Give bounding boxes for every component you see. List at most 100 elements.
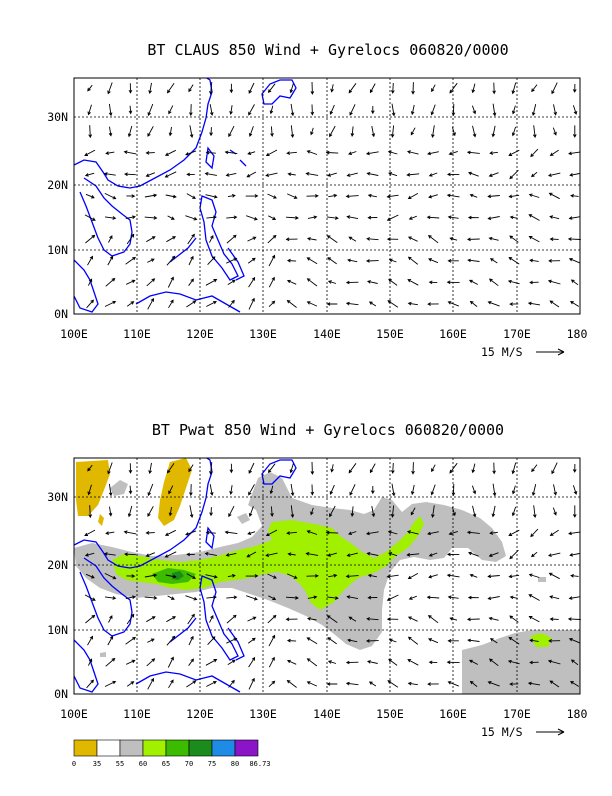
wind-vector-arrow	[87, 278, 93, 286]
wind-vector-arrow	[104, 680, 117, 687]
wind-vector-arrow	[568, 531, 581, 536]
wind-vector-arrow	[326, 596, 339, 600]
wind-vector-arrow	[226, 234, 237, 244]
wind-vector-arrow	[125, 215, 136, 219]
wind-vector-arrow	[125, 279, 136, 285]
wind-vector-arrow	[245, 194, 259, 198]
wind-vector-arrow	[87, 84, 93, 92]
wind-vector-arrow	[167, 595, 175, 600]
wind-vector-arrow	[165, 574, 177, 579]
wind-vector-arrow	[511, 105, 516, 115]
wind-vector-arrow	[492, 462, 496, 475]
wind-vector-arrow	[326, 615, 338, 623]
wind-vector-arrow	[108, 235, 113, 243]
wind-vector-arrow	[126, 194, 136, 198]
wind-vector-arrow	[507, 659, 520, 665]
wind-vector-arrow	[128, 83, 133, 94]
wind-vector-arrow	[387, 150, 398, 155]
wind-vector-arrow	[204, 171, 217, 176]
wind-vector-arrow	[451, 103, 456, 117]
wind-vector-arrow	[549, 595, 560, 600]
wind-vector-arrow	[531, 483, 537, 497]
wind-vector-arrow	[327, 637, 337, 645]
wind-vector-arrow	[491, 505, 496, 518]
wind-vector-arrow	[127, 505, 133, 518]
lon-label: 160E	[439, 707, 467, 721]
wind-vector-arrow	[489, 151, 498, 155]
wind-vector-arrow	[286, 638, 297, 643]
wind-vector-arrow	[530, 528, 539, 538]
wind-vector-arrow	[126, 301, 135, 307]
wind-vector-arrow	[449, 82, 458, 94]
wind-vector-arrow	[466, 237, 480, 242]
colorbar-swatch	[73, 739, 98, 757]
wind-vector-arrow	[366, 280, 378, 284]
wind-vector-arrow	[407, 636, 419, 645]
wind-vector-arrow	[471, 485, 477, 495]
wind-vector-arrow	[430, 104, 436, 116]
lat-label: 10N	[47, 623, 68, 637]
wind-vector-arrow	[268, 276, 275, 288]
wind-vector-arrow	[448, 530, 458, 536]
wind-vector-arrow	[427, 531, 439, 536]
wind-vector-arrow	[406, 530, 419, 535]
wind-vector-arrow	[145, 552, 155, 557]
wind-vector-arrow	[531, 84, 538, 93]
colorbar: 0 35 55 60 65 70 75 80 86.73	[72, 739, 271, 768]
wind-vector-arrow	[568, 637, 581, 644]
pwat-shading	[74, 458, 580, 694]
wind-vector-arrow	[104, 300, 117, 307]
wind-vector-arrow	[248, 677, 255, 690]
wind-vector-arrow	[448, 150, 458, 156]
wind-vector-arrow	[366, 551, 379, 556]
wind-vector-arrow	[123, 530, 137, 535]
wind-vector-arrow	[570, 659, 579, 666]
wind-vector-arrow	[346, 595, 359, 600]
wind-vector-arrow	[567, 237, 581, 241]
wind-vector-arrow	[166, 616, 177, 623]
wind-vector-arrow	[348, 236, 357, 242]
wind-vector-arrow	[568, 596, 581, 600]
wind-vector-arrow	[489, 531, 498, 535]
wind-vector-arrow	[248, 506, 254, 517]
wind-vector-arrow	[529, 638, 539, 643]
wind-vector-arrow	[530, 171, 538, 178]
wind-vectors	[84, 461, 581, 690]
wind-vector-arrow	[327, 257, 337, 265]
wind-vector-arrow	[488, 658, 499, 667]
colorbar-label: 80	[231, 760, 239, 768]
wind-vector-arrow	[570, 193, 579, 198]
wind-vector-arrow	[164, 171, 177, 178]
wind-vector-arrow	[371, 106, 375, 115]
wind-vector-arrow	[228, 505, 235, 518]
wind-vector-arrow	[547, 279, 561, 285]
wind-vector-arrow	[508, 574, 520, 579]
wind-vector-arrow	[528, 573, 540, 578]
lat-labels: 0N 10N 20N 30N	[47, 490, 68, 701]
wind-vector-arrow	[407, 573, 419, 580]
wind-vector-arrow	[287, 573, 298, 579]
wind-vector-arrow	[248, 656, 256, 668]
wind-vector-arrow	[286, 659, 297, 665]
wind-vector-arrow	[326, 682, 338, 686]
lon-label: 180	[567, 327, 588, 341]
wind-vector-arrow	[530, 551, 538, 558]
wind-vector-arrow	[531, 464, 538, 473]
wind-vector-arrow	[469, 680, 478, 687]
wind-vector-arrow	[147, 506, 154, 517]
wind-vector-arrow	[569, 680, 580, 687]
wind-vector-arrow	[247, 616, 257, 622]
wind-vector-arrow	[509, 682, 519, 686]
wind-vector-arrow	[345, 194, 359, 199]
wind-vector-arrow	[166, 236, 177, 243]
wind-vector-arrow	[305, 551, 319, 556]
wind-vector-arrow	[310, 104, 315, 116]
wind-vector-arrow	[290, 505, 295, 519]
wind-vector-arrow	[188, 658, 194, 666]
wind-vector-arrow	[549, 617, 559, 621]
wind-vector-arrow	[306, 574, 319, 578]
wind-vector-arrow	[428, 172, 438, 177]
wind-vector-arrow	[446, 172, 460, 177]
wind-vector-arrow	[248, 126, 254, 137]
wind-vector-arrow	[371, 486, 375, 495]
